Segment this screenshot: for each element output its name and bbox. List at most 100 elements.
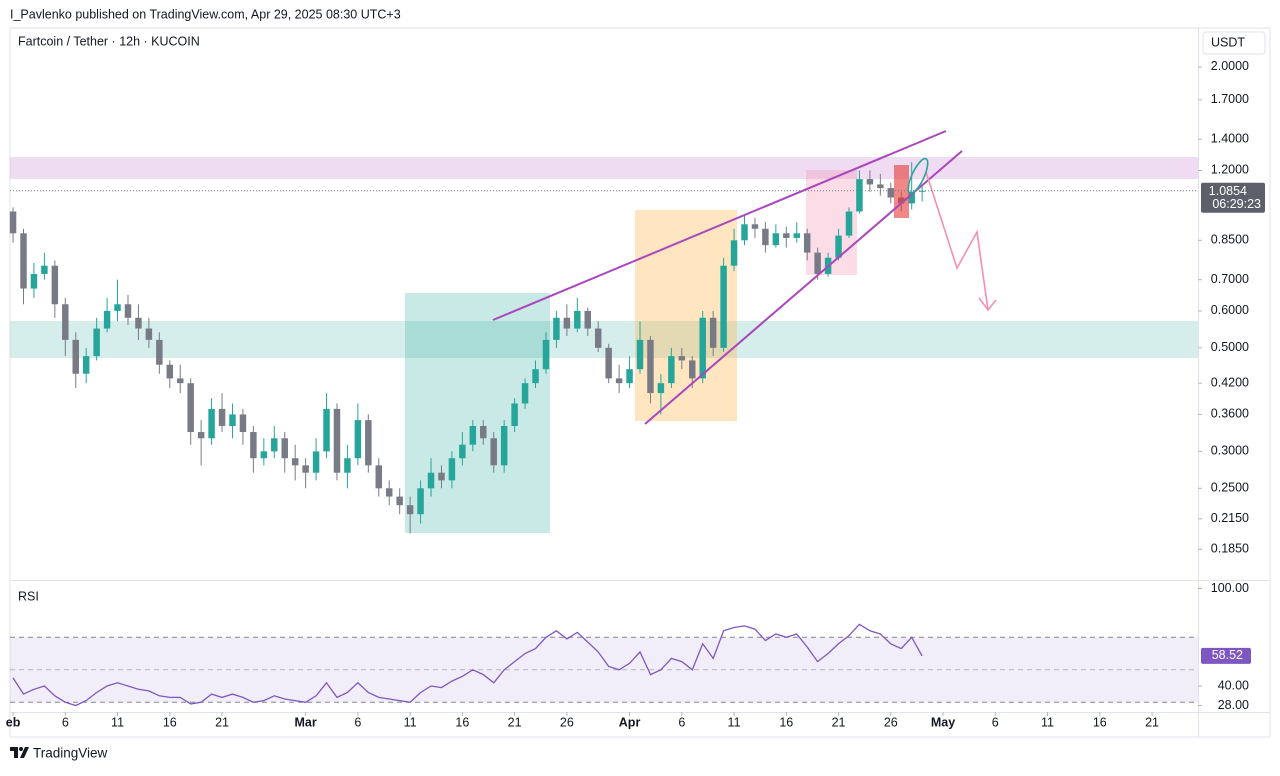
candle-body xyxy=(229,414,236,426)
candle-body xyxy=(793,233,800,238)
logo-icon xyxy=(10,747,29,758)
candle-body xyxy=(365,420,372,466)
candle-body xyxy=(354,420,362,459)
y-tick-label: 0.3000 xyxy=(1211,444,1249,458)
candle-body xyxy=(887,188,895,198)
candle-body xyxy=(803,233,811,253)
x-tick-label: 6 xyxy=(354,715,361,729)
x-tick-label: 21 xyxy=(215,715,229,729)
x-tick-label: 6 xyxy=(62,715,69,729)
candle-body xyxy=(41,265,48,274)
candle-body xyxy=(333,408,341,473)
candle-body xyxy=(427,472,435,489)
candle-body xyxy=(594,328,602,348)
candle-body xyxy=(866,179,874,185)
symbol-title: Fartcoin / Tether · 12h · KUCOIN xyxy=(18,34,200,48)
wedge-upper-line xyxy=(492,130,947,321)
candle-body xyxy=(877,184,884,189)
candles xyxy=(9,162,926,707)
x-tick-label: 11 xyxy=(111,715,124,729)
candle-body xyxy=(166,364,174,379)
x-tick-label: 26 xyxy=(884,715,898,729)
candle-body xyxy=(678,356,686,361)
arrow-head xyxy=(978,297,997,312)
footer-brand: TradingView xyxy=(33,746,108,761)
candle-body xyxy=(459,444,466,459)
rally-box xyxy=(405,293,550,533)
candle-body xyxy=(82,356,90,374)
candle-body xyxy=(689,360,696,379)
candle-body xyxy=(375,465,383,489)
candle-body xyxy=(626,369,633,384)
x-tick-label: 16 xyxy=(163,715,177,729)
candle-body xyxy=(51,265,59,305)
x-tick-label: 16 xyxy=(455,715,469,729)
footer-logo xyxy=(10,747,29,758)
rsi-y-tick-label: 28.00 xyxy=(1218,698,1249,712)
x-tick-label: 11 xyxy=(1041,715,1054,729)
y-tick-label: 0.2150 xyxy=(1211,511,1249,525)
resistance-zone xyxy=(10,157,1198,179)
x-tick-label: 11 xyxy=(404,715,417,729)
candle-body xyxy=(751,224,759,229)
candle-body xyxy=(918,190,926,192)
candle-body xyxy=(532,369,539,384)
candle-body xyxy=(657,383,665,394)
candle-body xyxy=(856,179,863,212)
candle-body xyxy=(176,378,184,384)
candle-body xyxy=(281,438,288,459)
rsi-line xyxy=(12,623,923,707)
x-tick-label: 21 xyxy=(508,715,522,729)
countdown-label: 06:29:23 xyxy=(1212,197,1261,211)
candle-body xyxy=(835,235,842,258)
candle-body xyxy=(542,339,550,370)
candle-body xyxy=(699,317,706,379)
last-price-box xyxy=(1201,182,1265,213)
candle-body xyxy=(490,438,497,466)
y-tick-label: 0.5000 xyxy=(1211,340,1249,354)
candle-body xyxy=(406,505,414,515)
x-tick-label: 16 xyxy=(779,715,793,729)
candle-body xyxy=(469,425,477,445)
rsi-y-tick-label: 100.00 xyxy=(1211,581,1249,595)
x-tick-label: 11 xyxy=(728,715,741,729)
projection-arrow xyxy=(925,171,989,311)
x-tick-label: May xyxy=(931,715,955,729)
candle-body xyxy=(730,240,738,266)
candle-body xyxy=(208,408,215,439)
chart-frame xyxy=(9,27,1271,738)
x-tick-label: 21 xyxy=(832,715,846,729)
rsi-title: RSI xyxy=(18,589,39,603)
candle-body xyxy=(480,425,487,439)
candle-body xyxy=(323,408,330,452)
candle-body xyxy=(720,265,727,348)
y-tick-label: 0.3600 xyxy=(1211,407,1249,421)
zones xyxy=(10,157,1198,533)
y-tick-label: 1.4000 xyxy=(1211,132,1249,146)
candle-body xyxy=(396,496,403,506)
drawings xyxy=(492,130,997,425)
rsi-background xyxy=(10,636,1198,703)
y-tick-label: 0.4200 xyxy=(1211,375,1249,389)
x-tick-label: Apr xyxy=(619,715,641,729)
candle-body xyxy=(709,317,717,348)
last-price-label: 1.0854 xyxy=(1209,184,1247,198)
candle-body xyxy=(385,488,393,497)
x-tick-label: 26 xyxy=(560,715,574,729)
candle-body xyxy=(218,408,226,426)
candle-body xyxy=(574,310,581,329)
candle-body xyxy=(908,191,915,204)
y-tick-label: 2.0000 xyxy=(1211,59,1249,73)
candle-body xyxy=(72,339,79,374)
candle-body xyxy=(741,224,748,241)
x-tick-label: eb xyxy=(6,715,21,729)
candle-body xyxy=(187,383,194,433)
highlight-ellipse xyxy=(907,157,929,195)
candle-body xyxy=(197,432,205,439)
candle-body xyxy=(302,465,309,473)
candle-body xyxy=(814,252,821,274)
candle-body xyxy=(553,317,560,340)
x-tick-label: Mar xyxy=(295,715,317,729)
candle-body xyxy=(647,339,654,394)
